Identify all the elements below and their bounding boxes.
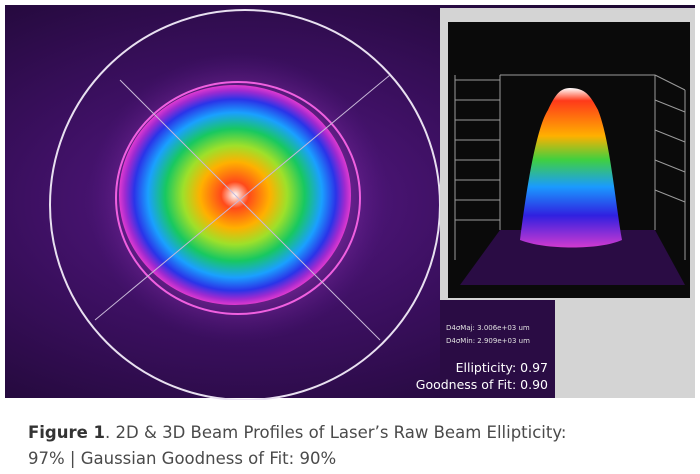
caption-label: Figure 1 (28, 423, 106, 442)
axis-line (94, 74, 391, 321)
beam-profile-image: D4σMaj: 3.006e+03 um D4σMin: 2.909e+03 u… (5, 5, 695, 400)
ellipticity: Ellipticity: 0.97 (456, 360, 548, 375)
d4sig-minor: D4σMin: 2.909e+03 um (446, 337, 530, 345)
3d-grid (454, 74, 686, 260)
fit-ellipse (115, 81, 361, 315)
d4sig-major: D4σMaj: 3.006e+03 um (446, 324, 530, 332)
3d-peak (520, 88, 622, 248)
axis-line (119, 79, 381, 341)
3d-floor (460, 230, 685, 285)
caption: Figure 1. 2D & 3D Beam Profiles of Laser… (28, 420, 608, 472)
stats-panel (440, 300, 555, 398)
goodness-of-fit: Goodness of Fit: 0.90 (416, 377, 548, 392)
caption-text: . 2D & 3D Beam Profiles of Laser’s Raw B… (28, 423, 567, 468)
